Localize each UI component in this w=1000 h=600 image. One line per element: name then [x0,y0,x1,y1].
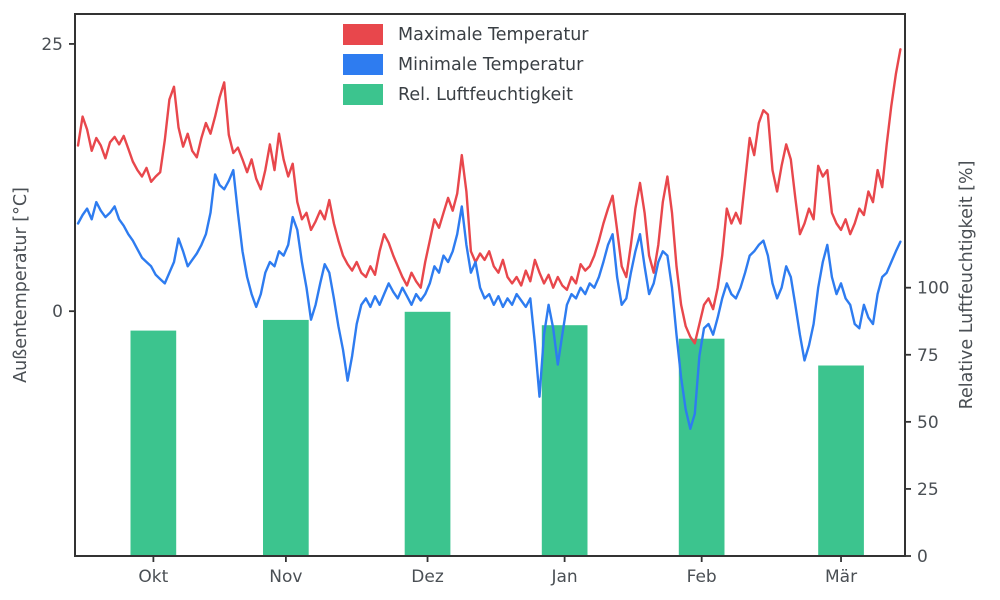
right-tick-label-100: 100 [917,279,949,299]
x-tick-label-Dez: Dez [411,567,444,587]
legend-label-min-temp: Minimale Temperatur [398,54,584,75]
x-tick-label-Mär: Mär [825,567,857,587]
right-tick-label-75: 75 [917,346,939,366]
legend-label-humidity: Rel. Luftfeuchtigkeit [398,84,573,105]
left-tick-label-0: 0 [52,302,63,322]
right-tick-label-0: 0 [917,547,928,567]
x-tick-label-Okt: Okt [138,567,168,587]
legend-item-humidity: Rel. Luftfeuchtigkeit [343,84,588,105]
left-axis-label: Außentemperatur [°C] [11,187,31,383]
right-tick-label-50: 50 [917,413,939,433]
legend-swatch-humidity-icon [343,84,383,105]
legend-item-min-temp: Minimale Temperatur [343,54,588,75]
right-tick-label-25: 25 [917,480,939,500]
humidity-bar-Mär [818,365,864,556]
humidity-bar-Feb [678,338,725,556]
right-axis-label: Relative Luftfeuchtigkeit [%] [957,161,977,410]
x-tick-label-Jan: Jan [550,567,577,587]
plot-border [74,13,906,557]
chart-legend: Maximale Temperatur Minimale Temperatur … [343,24,588,105]
humidity-bar-Okt [130,330,177,556]
legend-item-max-temp: Maximale Temperatur [343,24,588,45]
max-temp-line [76,48,902,345]
left-tick-label-25: 25 [41,35,63,55]
humidity-bar-Jan [541,325,588,556]
humidity-bar-Dez [404,311,451,556]
humidity-bar-Nov [263,319,309,556]
legend-swatch-min-temp-icon [343,54,383,75]
min-temp-line [76,168,902,430]
x-tick-label-Feb: Feb [687,567,717,587]
x-tick-label-Nov: Nov [269,567,302,587]
legend-label-max-temp: Maximale Temperatur [398,24,589,45]
legend-swatch-max-temp-icon [343,24,383,45]
